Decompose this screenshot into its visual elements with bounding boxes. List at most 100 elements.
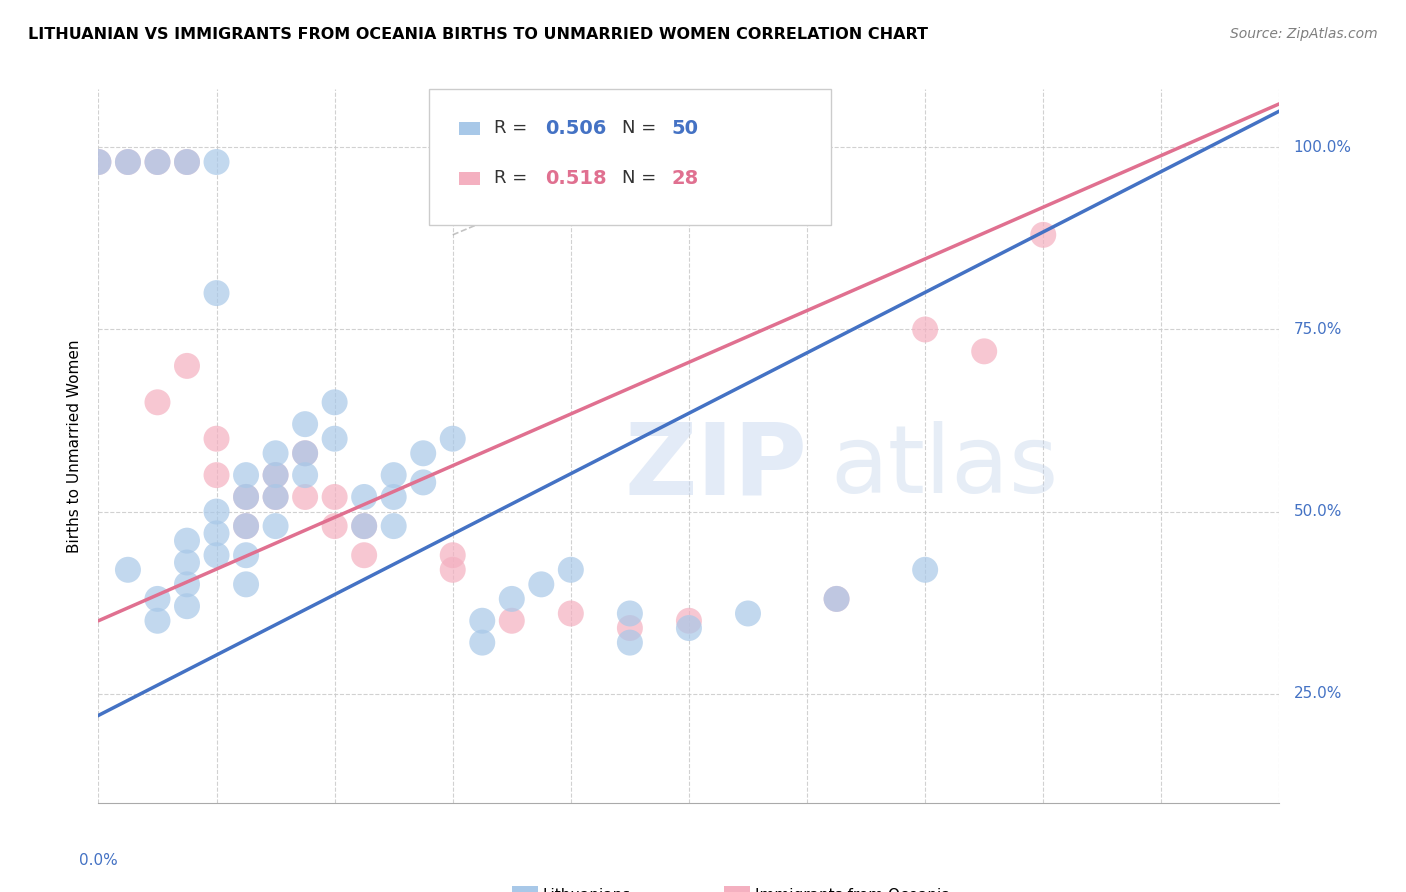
Point [294, 468, 316, 483]
Point [205, 468, 228, 483]
Text: R =: R = [494, 120, 533, 137]
Text: ZIP: ZIP [624, 419, 807, 516]
Point [294, 417, 316, 432]
Text: 50: 50 [671, 119, 699, 138]
Point [235, 519, 257, 533]
Point [441, 563, 464, 577]
Point [264, 490, 287, 504]
Text: Immigrants from Oceania: Immigrants from Oceania [755, 888, 950, 892]
Point [619, 621, 641, 635]
Point [914, 563, 936, 577]
Point [176, 599, 198, 614]
Point [146, 591, 169, 606]
Point [235, 548, 257, 562]
Point [973, 344, 995, 359]
Point [146, 155, 169, 169]
Point [323, 519, 346, 533]
Point [264, 490, 287, 504]
Point [235, 490, 257, 504]
Point [353, 519, 375, 533]
Point [235, 577, 257, 591]
Point [205, 504, 228, 518]
FancyBboxPatch shape [512, 887, 537, 892]
FancyBboxPatch shape [429, 89, 831, 225]
Y-axis label: Births to Unmarried Women: Births to Unmarried Women [67, 339, 83, 553]
Text: atlas: atlas [831, 421, 1059, 514]
Point [146, 395, 169, 409]
Point [412, 475, 434, 490]
Point [471, 614, 494, 628]
Point [353, 519, 375, 533]
Point [560, 607, 582, 621]
Point [323, 395, 346, 409]
Point [471, 635, 494, 649]
Point [264, 446, 287, 460]
Text: N =: N = [621, 169, 662, 187]
Point [382, 519, 405, 533]
Point [87, 155, 110, 169]
Point [619, 635, 641, 649]
Point [117, 155, 139, 169]
Point [176, 155, 198, 169]
Point [501, 591, 523, 606]
Point [501, 614, 523, 628]
Text: LITHUANIAN VS IMMIGRANTS FROM OCEANIA BIRTHS TO UNMARRIED WOMEN CORRELATION CHAR: LITHUANIAN VS IMMIGRANTS FROM OCEANIA BI… [28, 27, 928, 42]
Point [176, 577, 198, 591]
Text: 28: 28 [671, 169, 699, 188]
Text: 50.0%: 50.0% [1294, 504, 1341, 519]
Point [205, 526, 228, 541]
Point [146, 155, 169, 169]
Text: 100.0%: 100.0% [1294, 140, 1351, 155]
Point [825, 591, 848, 606]
Point [205, 286, 228, 301]
Text: 25.0%: 25.0% [1294, 686, 1341, 701]
Point [176, 359, 198, 373]
Text: 0.506: 0.506 [546, 119, 606, 138]
Point [382, 490, 405, 504]
Text: 0.0%: 0.0% [79, 853, 118, 868]
Point [205, 432, 228, 446]
Point [530, 577, 553, 591]
Point [294, 446, 316, 460]
FancyBboxPatch shape [458, 122, 479, 135]
Point [1032, 227, 1054, 242]
Point [353, 548, 375, 562]
Point [117, 155, 139, 169]
Point [294, 490, 316, 504]
Text: 75.0%: 75.0% [1294, 322, 1341, 337]
Point [176, 556, 198, 570]
Point [294, 446, 316, 460]
Point [264, 468, 287, 483]
Point [382, 468, 405, 483]
Point [678, 614, 700, 628]
Point [264, 519, 287, 533]
Text: 0.518: 0.518 [546, 169, 606, 188]
Point [264, 468, 287, 483]
Point [205, 548, 228, 562]
FancyBboxPatch shape [724, 887, 751, 892]
Point [441, 548, 464, 562]
Text: Lithuanians: Lithuanians [543, 888, 631, 892]
Point [117, 563, 139, 577]
Point [914, 322, 936, 336]
Point [323, 490, 346, 504]
Point [176, 533, 198, 548]
Text: R =: R = [494, 169, 533, 187]
FancyBboxPatch shape [458, 172, 479, 185]
Point [146, 614, 169, 628]
Point [441, 432, 464, 446]
Point [353, 490, 375, 504]
Point [619, 607, 641, 621]
Point [176, 155, 198, 169]
Point [235, 490, 257, 504]
Point [678, 621, 700, 635]
Point [737, 607, 759, 621]
Point [87, 155, 110, 169]
Point [235, 519, 257, 533]
Text: N =: N = [621, 120, 662, 137]
Point [323, 432, 346, 446]
Point [235, 468, 257, 483]
Point [560, 563, 582, 577]
Text: Source: ZipAtlas.com: Source: ZipAtlas.com [1230, 27, 1378, 41]
Point [412, 446, 434, 460]
